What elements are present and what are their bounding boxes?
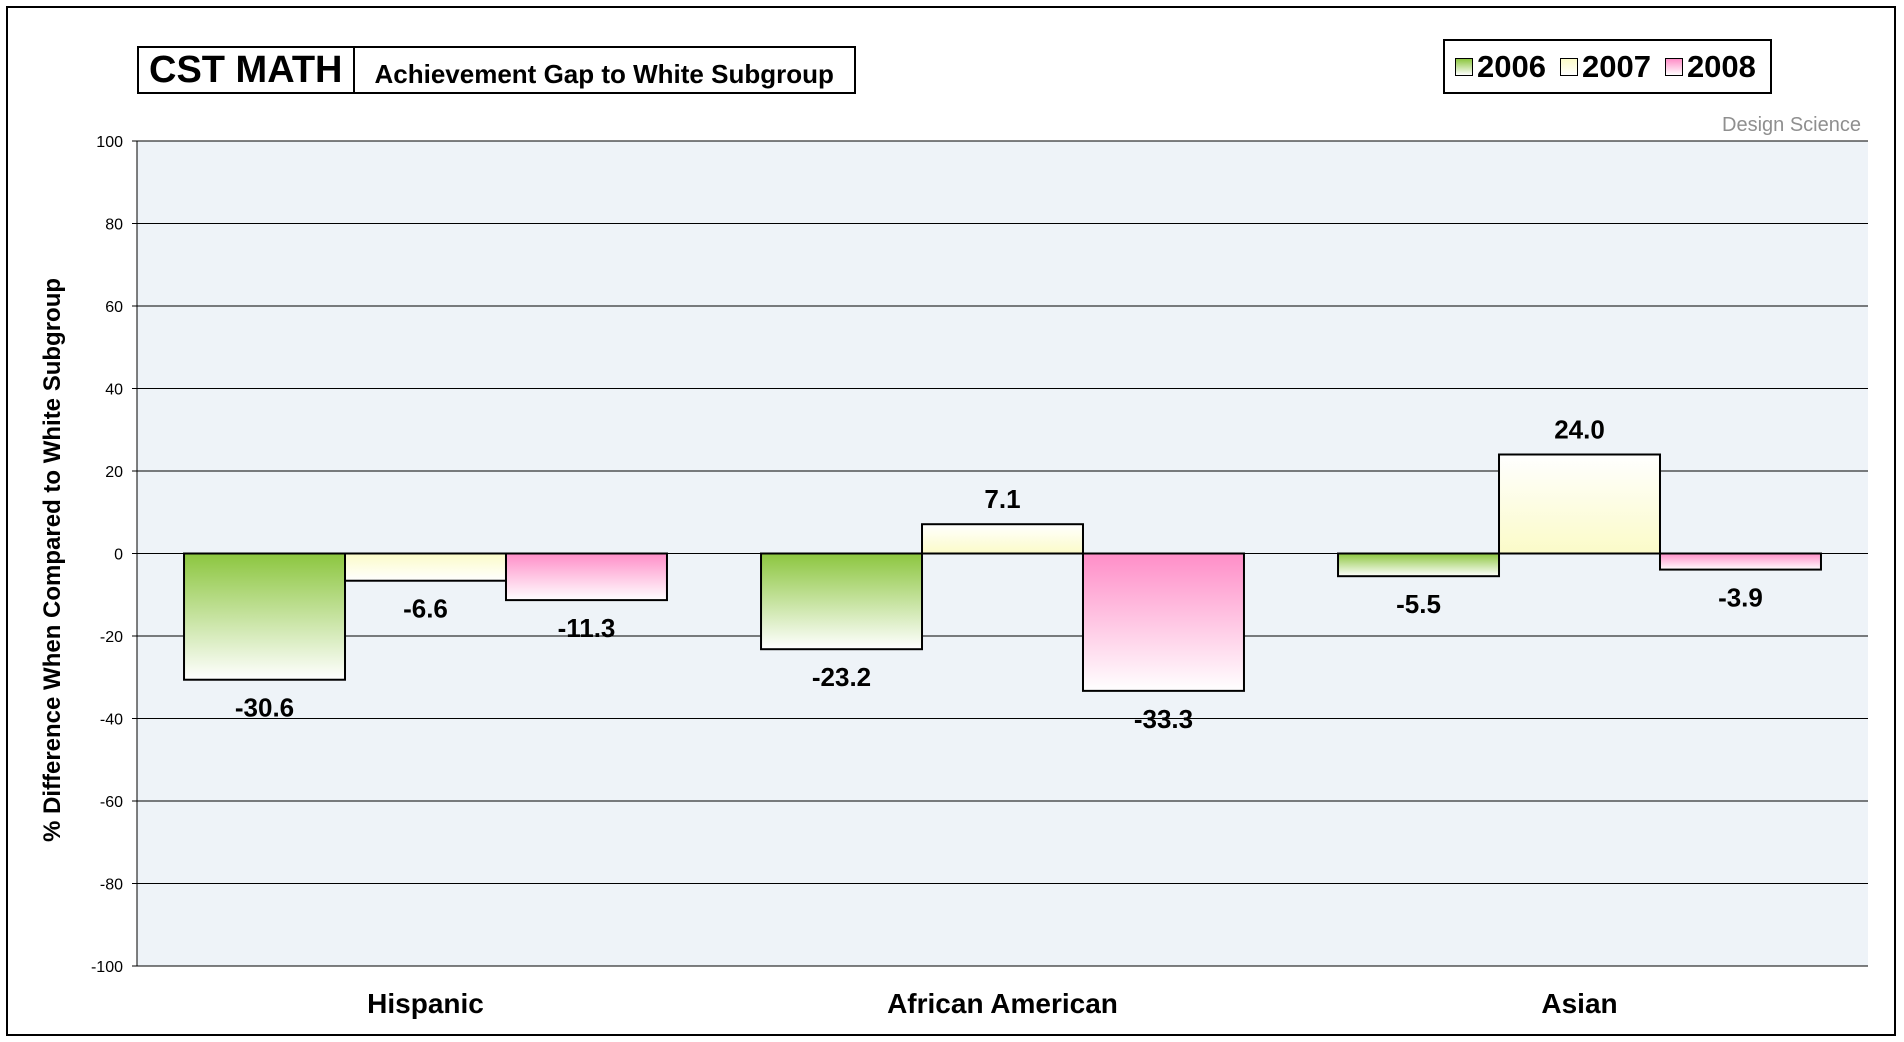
chart-title-box: CST MATH Achievement Gap to White Subgro… xyxy=(137,46,856,94)
y-tick-label: -80 xyxy=(100,877,123,894)
y-tick-label: -60 xyxy=(100,794,123,811)
legend-item-2007: 2007 xyxy=(1559,48,1651,85)
y-axis-label: % Difference When Compared to White Subg… xyxy=(39,278,66,842)
chart-title: CST MATH xyxy=(139,48,355,92)
x-category-label: Hispanic xyxy=(367,988,484,1019)
y-tick-label: -40 xyxy=(100,712,123,729)
y-tick-label: -100 xyxy=(91,959,123,976)
bar-2007-african-american xyxy=(921,523,1084,555)
legend-item-2006: 2006 xyxy=(1455,49,1546,85)
data-label: 24.0 xyxy=(1554,415,1605,445)
y-tick-label: -20 xyxy=(100,629,123,646)
bar-2006-african-american xyxy=(760,552,924,651)
legend-item-2008: 2008 xyxy=(1664,48,1756,85)
data-label: -3.9 xyxy=(1718,583,1763,613)
bar-2008-asian xyxy=(1658,552,1822,571)
y-tick-label: 100 xyxy=(96,134,123,151)
chart-subtitle: Achievement Gap to White Subgroup xyxy=(374,59,834,89)
legend-swatch-2007 xyxy=(1559,57,1578,76)
data-label: 7.1 xyxy=(984,484,1020,514)
data-label: -23.2 xyxy=(812,662,871,692)
x-category-label: Asian xyxy=(1541,988,1617,1019)
legend-label: 2006 xyxy=(1477,48,1546,84)
data-label: -5.5 xyxy=(1396,589,1441,619)
legend-label: 2008 xyxy=(1686,48,1756,84)
data-label: -30.6 xyxy=(235,693,294,723)
bar-2006-asian xyxy=(1337,552,1501,578)
y-tick-label: 80 xyxy=(105,217,123,234)
bar-2007-asian xyxy=(1498,453,1661,555)
y-tick-label: 20 xyxy=(105,464,123,481)
chart-legend: 2006 2007 2008 xyxy=(1443,39,1772,94)
bar-2006-hispanic xyxy=(183,552,347,681)
legend-swatch-2008 xyxy=(1664,57,1683,76)
bar-2008-african-american xyxy=(1081,552,1245,692)
legend-label: 2007 xyxy=(1581,48,1651,84)
bar-2007-hispanic xyxy=(344,552,507,582)
bar-2008-hispanic xyxy=(504,552,668,602)
y-tick-label: 0 xyxy=(114,547,123,564)
data-label: -6.6 xyxy=(403,594,448,624)
credit-text: Design Science xyxy=(1722,114,1861,136)
y-tick-label: 60 xyxy=(105,299,123,316)
legend-swatch-2006 xyxy=(1455,57,1473,76)
data-label: -33.3 xyxy=(1134,704,1193,734)
data-label: -11.3 xyxy=(558,613,616,643)
y-tick-label: 40 xyxy=(105,382,123,399)
x-category-label: African American xyxy=(887,988,1118,1019)
